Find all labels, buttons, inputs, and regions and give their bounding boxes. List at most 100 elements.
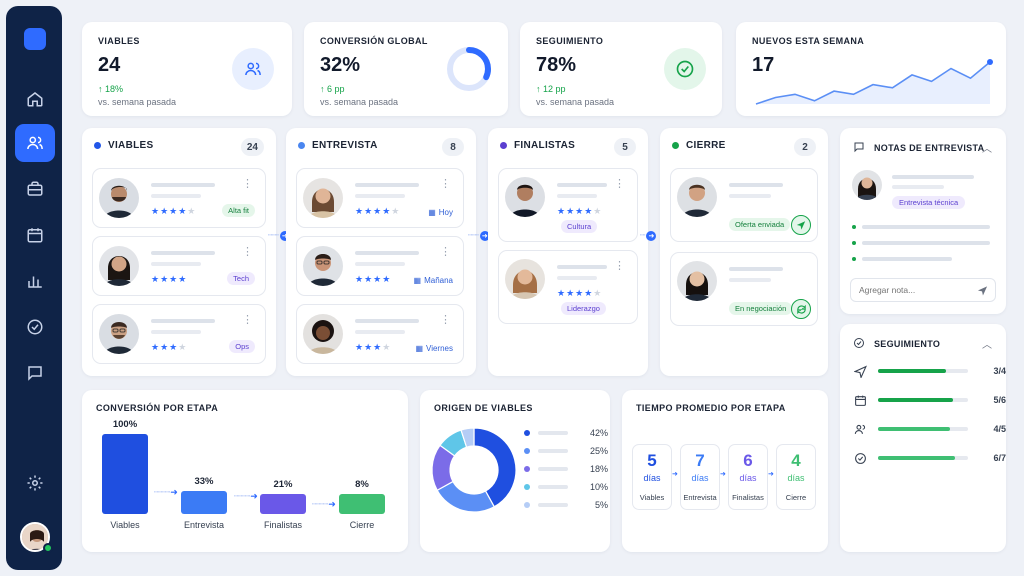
column-dot bbox=[500, 142, 507, 149]
conversion-funnel-chart: CONVERSIÓN POR ETAPA 100% Viables 33% Entre… bbox=[82, 390, 408, 552]
role-placeholder bbox=[151, 194, 201, 198]
candidate-card[interactable]: ★★★★★ ⋮ Cultura bbox=[498, 168, 638, 242]
more-options-icon[interactable]: ⋮ bbox=[440, 178, 451, 190]
column-title: VIABLES bbox=[108, 140, 154, 151]
legend-swatch bbox=[524, 448, 530, 454]
candidate-tag: Oferta enviada bbox=[729, 218, 791, 231]
nav-candidates[interactable] bbox=[15, 124, 55, 162]
legend-label-placeholder bbox=[538, 467, 568, 471]
online-status-dot bbox=[43, 543, 53, 553]
nav-settings[interactable] bbox=[15, 464, 55, 502]
name-placeholder bbox=[355, 183, 419, 187]
settings-icon bbox=[27, 475, 43, 491]
candidate-card[interactable]: ★★★★★ ⋮ ▦ Hoy bbox=[296, 168, 464, 228]
collapse-chevron-icon[interactable]: ︿ bbox=[982, 144, 992, 155]
kpi-label: VIABLES bbox=[98, 36, 140, 46]
flow-arrow: ┈┈┈ ➜ bbox=[154, 487, 178, 497]
name-placeholder bbox=[355, 319, 419, 323]
column-header: FINALISTAS bbox=[500, 140, 575, 151]
check-circle-icon bbox=[676, 60, 694, 78]
calendar-icon: ▦ bbox=[413, 276, 422, 285]
add-note-input[interactable] bbox=[859, 283, 969, 297]
legend-value: 5% bbox=[594, 500, 608, 510]
rating-stars: ★★★★★ bbox=[355, 206, 401, 216]
more-options-icon[interactable]: ⋮ bbox=[614, 178, 625, 190]
name-placeholder bbox=[557, 265, 607, 269]
candidate-card[interactable]: ★★★★★ ⋮ Liderazgo bbox=[498, 250, 638, 324]
tracking-value: 5/6 bbox=[993, 395, 1006, 405]
kpi-label: SEGUIMIENTO bbox=[536, 36, 604, 46]
kpi-value: 78% bbox=[536, 54, 577, 76]
nav-home[interactable] bbox=[15, 80, 55, 118]
interview-date-text: Hoy bbox=[438, 208, 453, 217]
more-options-icon[interactable]: ⋮ bbox=[242, 314, 253, 326]
candidate-card[interactable]: ★★★★ ⋮ ▦ Viernes bbox=[296, 304, 464, 364]
role-placeholder bbox=[355, 262, 405, 266]
funnel-value-label: 33% bbox=[194, 476, 214, 488]
candidate-card[interactable]: En negociación bbox=[670, 252, 818, 326]
more-options-icon[interactable]: ⋮ bbox=[242, 178, 253, 190]
candidate-card[interactable]: ★★★★ ⋮ Ops bbox=[92, 304, 266, 364]
funnel-category-label: Viables bbox=[110, 520, 140, 530]
funnel-value-label: 100% bbox=[112, 419, 138, 430]
kpi-delta: ↑ 6 pp bbox=[320, 84, 345, 94]
tracking-bar bbox=[878, 427, 968, 431]
candidate-tag: Liderazgo bbox=[561, 302, 606, 315]
new-candidates-sparkline bbox=[755, 59, 993, 105]
seguimiento-panel: SEGUIMIENTO ︿ 3/4 5/6 4/5 6/7 bbox=[840, 324, 1006, 552]
send-offer-button[interactable] bbox=[791, 215, 811, 235]
nav-tasks[interactable] bbox=[15, 308, 55, 346]
role-placeholder bbox=[151, 262, 201, 266]
nav-calendar[interactable] bbox=[15, 216, 55, 254]
chart-title: CONVERSIÓN POR ETAPA bbox=[96, 403, 219, 413]
rating-stars: ★★★★★ bbox=[557, 206, 603, 216]
candidate-card[interactable]: Oferta enviada bbox=[670, 168, 818, 242]
column-count: 5 bbox=[614, 138, 636, 156]
tracking-bar-fill bbox=[878, 456, 956, 460]
more-options-icon[interactable]: ⋮ bbox=[440, 246, 451, 258]
bullet-dot bbox=[852, 225, 856, 229]
candidate-tag: En negociación bbox=[729, 302, 793, 315]
column-title: ENTREVISTA bbox=[312, 140, 378, 151]
collapse-chevron-icon[interactable]: ︿ bbox=[982, 340, 992, 351]
kpi-icon-badge bbox=[664, 48, 706, 90]
chart-title: TIEMPO PROMEDIO POR ETAPA bbox=[636, 403, 786, 413]
column-header: CIERRE bbox=[672, 140, 726, 151]
legend-swatch bbox=[524, 502, 530, 508]
candidate-photo bbox=[303, 314, 343, 354]
stage-time-unit: días bbox=[691, 473, 709, 483]
tracking-value: 3/4 bbox=[993, 366, 1006, 376]
stage-time-unit: días bbox=[643, 473, 661, 483]
kpi-value: 24 bbox=[98, 54, 121, 76]
role-placeholder bbox=[729, 278, 771, 282]
role-placeholder bbox=[355, 330, 405, 334]
send-icon[interactable] bbox=[977, 285, 988, 296]
flow-arrow: ┈┈┈ ➜ bbox=[234, 491, 258, 501]
candidate-photo bbox=[505, 259, 545, 299]
refresh-button[interactable] bbox=[791, 299, 811, 319]
more-options-icon[interactable]: ⋮ bbox=[440, 314, 451, 326]
flow-arrow: ┈ ➜ bbox=[640, 230, 657, 241]
nav-messages[interactable] bbox=[15, 354, 55, 392]
candidate-card[interactable]: ★★★★ ⋮ Tech bbox=[92, 236, 266, 296]
candidate-card[interactable]: ★★★★ ⋮ ▦ Mañana bbox=[296, 236, 464, 296]
legend-label-placeholder bbox=[538, 431, 568, 435]
rating-stars: ★★★★ bbox=[151, 342, 188, 352]
legend-swatch bbox=[524, 466, 530, 472]
nav-reports[interactable] bbox=[15, 262, 55, 300]
bullet-dot bbox=[852, 241, 856, 245]
app-logo[interactable] bbox=[24, 28, 46, 50]
add-note-field[interactable] bbox=[850, 278, 996, 302]
briefcase-icon bbox=[27, 181, 43, 196]
funnel-value-label: 8% bbox=[355, 479, 369, 490]
stage-time-unit: días bbox=[787, 473, 805, 483]
rating-stars: ★★★★ bbox=[355, 342, 392, 352]
more-options-icon[interactable]: ⋮ bbox=[614, 260, 625, 272]
nav-jobs[interactable] bbox=[15, 170, 55, 208]
candidate-photo bbox=[505, 177, 545, 217]
more-options-icon[interactable]: ⋮ bbox=[242, 246, 253, 258]
legend-item: 42% bbox=[524, 428, 608, 438]
candidate-card[interactable]: ★★★★★ ⋮ Alta fit bbox=[92, 168, 266, 228]
kpi-icon-badge bbox=[232, 48, 274, 90]
calendar-icon: ▦ bbox=[415, 344, 424, 353]
